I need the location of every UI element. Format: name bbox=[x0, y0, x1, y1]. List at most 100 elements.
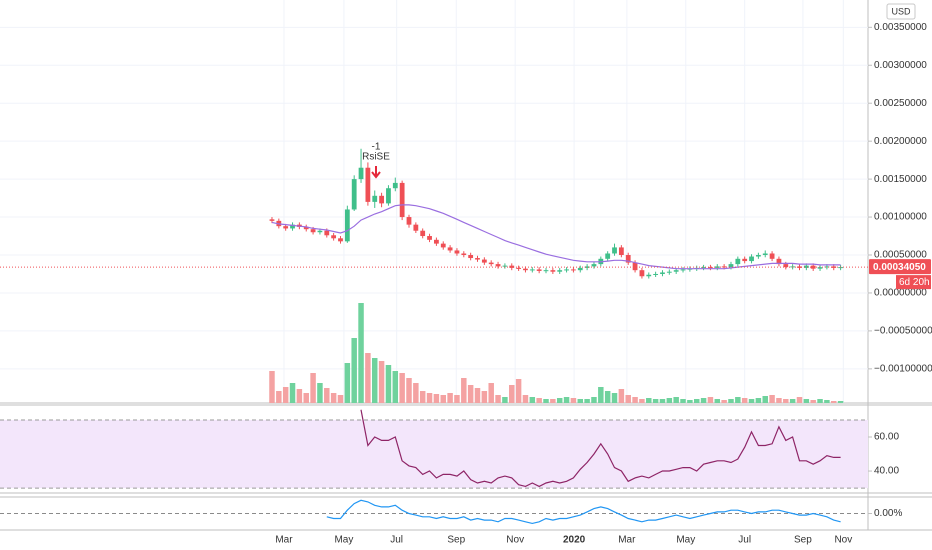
candle-body bbox=[680, 269, 686, 271]
candle-body bbox=[468, 255, 474, 259]
volume-bar bbox=[440, 395, 446, 403]
volume-bar bbox=[646, 398, 652, 403]
volume-bar bbox=[591, 397, 597, 403]
candle-body bbox=[646, 274, 652, 277]
volume-bar bbox=[755, 398, 762, 403]
volume-bar bbox=[474, 388, 481, 403]
candle-body bbox=[365, 167, 371, 202]
candle-body bbox=[639, 270, 645, 277]
candle-body bbox=[440, 243, 446, 248]
candle-body bbox=[290, 224, 295, 229]
candle-body bbox=[653, 273, 659, 275]
signal-count: -1 bbox=[372, 142, 381, 153]
candle-body bbox=[475, 258, 480, 260]
volume-bar bbox=[735, 397, 741, 403]
candle-body bbox=[420, 230, 426, 237]
volume-bar bbox=[495, 395, 501, 403]
candle-body bbox=[564, 269, 569, 271]
volume-bar bbox=[337, 395, 344, 403]
currency-box[interactable] bbox=[886, 3, 916, 20]
candle-body bbox=[591, 264, 597, 267]
candle-body bbox=[502, 265, 508, 267]
volume-bar bbox=[687, 400, 693, 403]
x-tick-label: Sep bbox=[794, 535, 812, 546]
candle-body bbox=[324, 230, 330, 236]
volume-bar bbox=[652, 399, 659, 403]
candle-body bbox=[831, 266, 837, 268]
candle-body bbox=[358, 167, 364, 180]
candle-body bbox=[550, 270, 556, 272]
volume-bar bbox=[488, 383, 494, 403]
volume-bar bbox=[399, 373, 405, 403]
volume-bar bbox=[461, 378, 467, 403]
volume-bar bbox=[666, 398, 673, 403]
volume-bar bbox=[639, 399, 645, 403]
candle-body bbox=[728, 264, 734, 268]
candle-body bbox=[797, 266, 802, 268]
y-tick-label: 0.00200000 bbox=[874, 136, 927, 147]
candle-body bbox=[666, 271, 672, 273]
candle-body bbox=[495, 264, 501, 267]
volume-bar bbox=[282, 387, 289, 403]
x-tick-label: May bbox=[334, 535, 353, 546]
candle-body bbox=[673, 270, 679, 272]
candle-body bbox=[612, 247, 617, 254]
volume-bar bbox=[776, 398, 782, 403]
candle-body bbox=[379, 195, 384, 204]
y-tick-label: 0.00% bbox=[874, 508, 902, 519]
candle-body bbox=[283, 226, 289, 229]
x-tick-label: Mar bbox=[618, 535, 636, 546]
volume-bar bbox=[810, 400, 816, 403]
candle-body bbox=[331, 235, 337, 239]
y-tick-label: 0.00100000 bbox=[874, 212, 927, 223]
volume-bar bbox=[344, 363, 351, 403]
volume-bar bbox=[611, 393, 618, 403]
candle-body bbox=[783, 264, 789, 268]
volume-bar bbox=[502, 397, 508, 403]
volume-bar bbox=[543, 399, 549, 403]
volume-bar bbox=[481, 391, 488, 403]
volume-bar bbox=[385, 365, 392, 403]
volume-bar bbox=[817, 399, 823, 403]
volume-bar bbox=[310, 373, 316, 403]
volume-bar bbox=[577, 399, 584, 403]
candle-body bbox=[344, 209, 350, 242]
y-tick-label: −0.00100000 bbox=[874, 363, 932, 374]
volume-bar bbox=[550, 399, 556, 403]
x-tick-label: Jul bbox=[390, 535, 403, 546]
candle-body bbox=[447, 247, 453, 251]
volume-bar bbox=[618, 389, 625, 403]
volume-bar bbox=[447, 393, 453, 403]
candle-body bbox=[735, 258, 741, 265]
y-tick-label: 0.00350000 bbox=[874, 22, 927, 33]
volume-bar bbox=[831, 401, 837, 403]
volume-bar bbox=[426, 393, 433, 403]
candle-body bbox=[817, 267, 823, 269]
candle-body bbox=[269, 219, 275, 221]
volume-bar bbox=[741, 398, 748, 403]
y-tick-label: 0.00000000 bbox=[874, 288, 927, 299]
volume-bar bbox=[419, 391, 426, 403]
candle-body bbox=[536, 269, 542, 271]
volume-bar bbox=[803, 399, 810, 403]
volume-bar bbox=[789, 399, 796, 403]
volume-bar bbox=[324, 388, 330, 403]
x-tick-label: 2020 bbox=[563, 535, 586, 546]
volume-bar bbox=[467, 385, 474, 403]
candle-body bbox=[577, 267, 583, 271]
volume-bar bbox=[584, 399, 590, 403]
volume-bar bbox=[748, 399, 755, 403]
candle-body bbox=[755, 255, 761, 257]
candle-body bbox=[632, 262, 638, 271]
volume-bar bbox=[296, 389, 303, 403]
volume-bar bbox=[632, 397, 638, 403]
indicator-line bbox=[360, 409, 841, 488]
candle-body bbox=[660, 272, 665, 274]
volume-bar bbox=[529, 397, 536, 403]
candle-body bbox=[481, 259, 487, 263]
x-tick-label: May bbox=[676, 535, 695, 546]
last-price-label: 0.00034050 bbox=[873, 262, 926, 273]
candle-body bbox=[427, 236, 432, 240]
candle-body bbox=[584, 266, 590, 268]
